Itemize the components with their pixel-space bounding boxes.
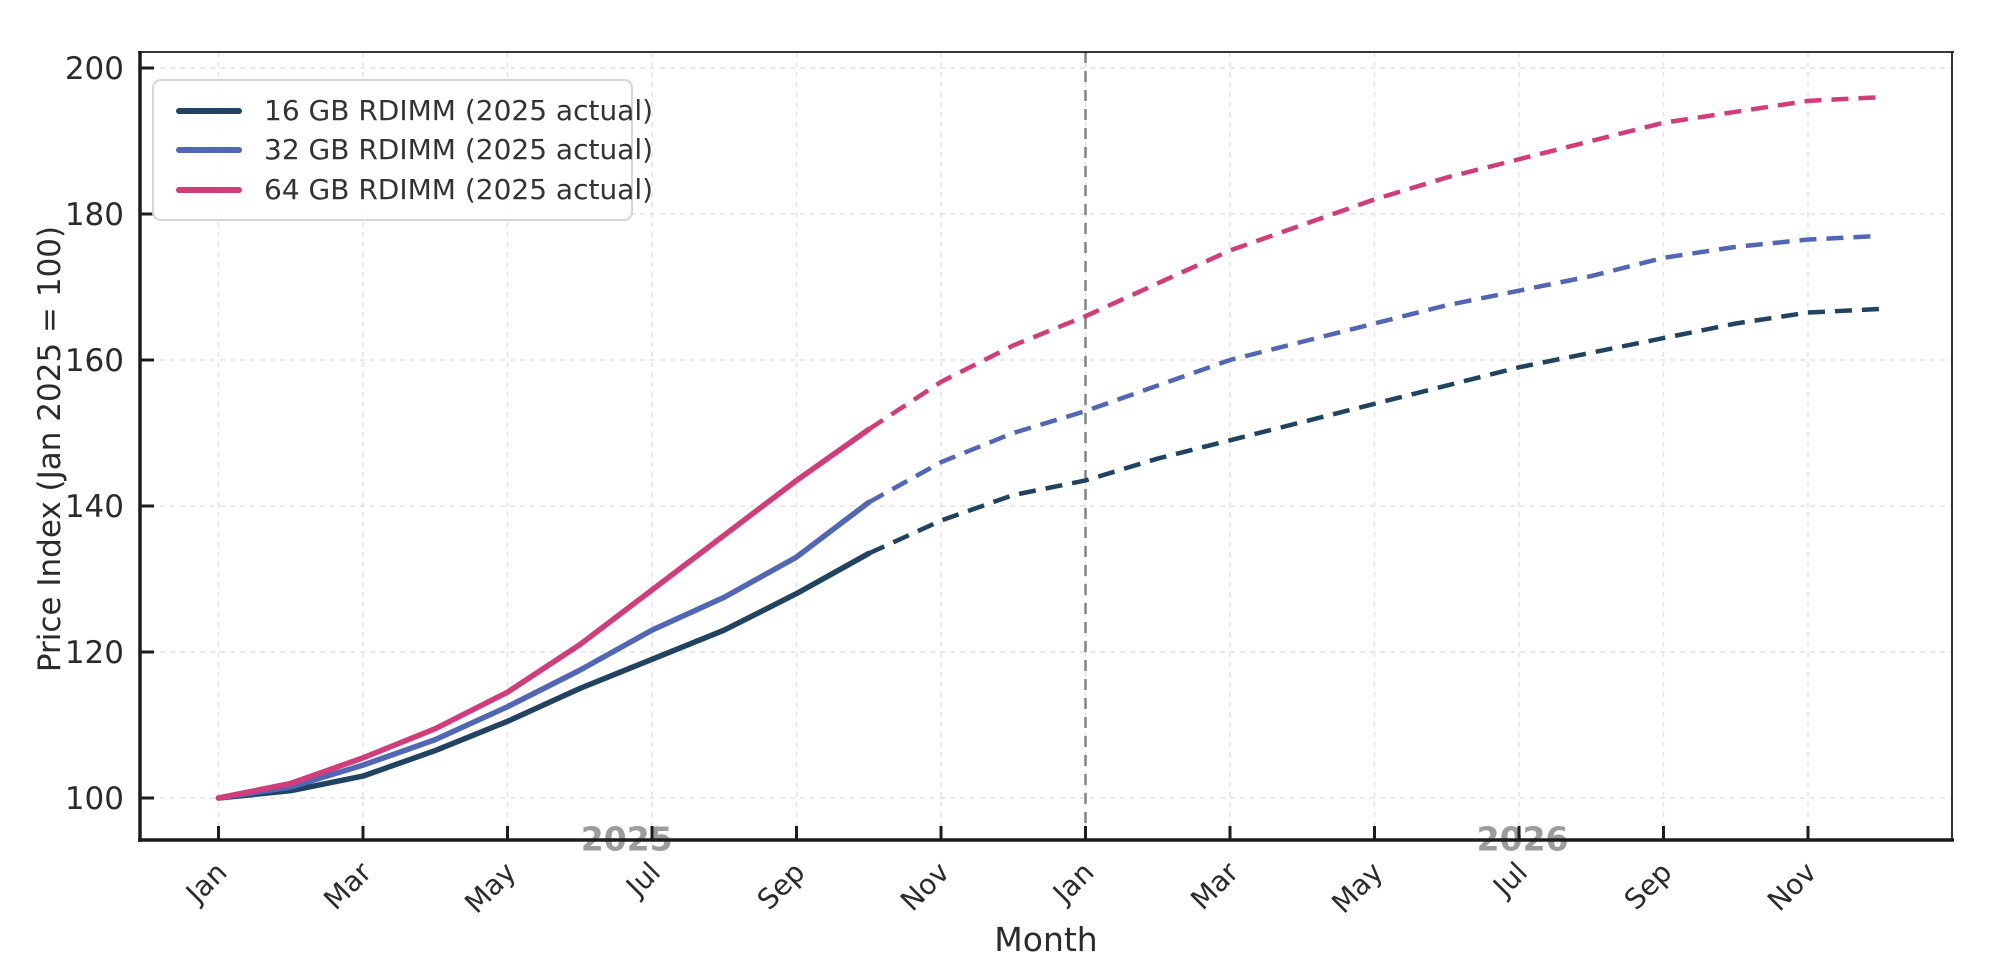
x-tick-label: May — [1325, 856, 1389, 920]
x-tick-label: Sep — [751, 856, 812, 917]
series-actual-line — [215, 550, 872, 801]
x-tick-label: Jan — [1045, 856, 1100, 911]
x-tick-label: Nov — [894, 856, 956, 918]
y-tick-label: 120 — [65, 635, 124, 671]
x-tick-label: Mar — [1184, 855, 1245, 916]
series-actual-line — [215, 426, 872, 801]
series-actual-line — [215, 499, 872, 801]
x-tick-label: Nov — [1761, 856, 1823, 918]
legend-item-32gb: 32 GB RDIMM (2025 actual) — [176, 136, 653, 164]
y-tick-label: 180 — [65, 197, 124, 233]
x-axis-title: Month — [994, 920, 1098, 959]
y-axis-title: Price Index (Jan 2025 = 100) — [32, 225, 68, 673]
y-tick-label: 100 — [65, 781, 124, 817]
series-forecast-line — [867, 94, 1881, 432]
legend-label-16gb: 16 GB RDIMM (2025 actual) — [264, 93, 654, 127]
x-tick-label: Sep — [1618, 856, 1679, 917]
x-tick-label: May — [458, 856, 522, 920]
x-tick-label: Jul — [1485, 856, 1534, 905]
legend-label-64gb: 64 GB RDIMM (2025 actual) — [264, 172, 654, 206]
legend: 16 GB RDIMM (2025 actual) 32 GB RDIMM (2… — [152, 79, 653, 221]
x-tick-label: Jul — [618, 856, 667, 905]
legend-item-64gb: 64 GB RDIMM (2025 actual) — [176, 175, 653, 204]
series-forecast-line — [867, 306, 1881, 556]
y-tick-label: 200 — [65, 51, 124, 87]
x-tick-label: Jan — [178, 856, 233, 911]
legend-label-32gb: 32 GB RDIMM (2025 actual) — [264, 133, 654, 166]
legend-item-16gb: 16 GB RDIMM (2025 actual) — [176, 96, 653, 125]
legend-swatch-16gb — [176, 107, 242, 114]
legend-swatch-32gb — [176, 147, 242, 153]
y-tick-label: 140 — [65, 489, 124, 525]
legend-swatch-64gb — [176, 186, 242, 193]
x-tick-label: Mar — [317, 855, 378, 916]
y-tick-label: 160 — [65, 343, 124, 379]
